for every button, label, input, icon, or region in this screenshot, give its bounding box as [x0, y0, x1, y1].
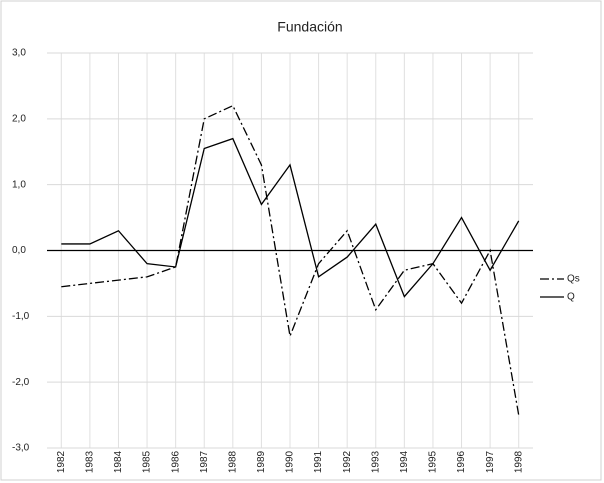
x-tick-label: 1998 [513, 450, 524, 473]
x-tick-label: 1991 [313, 450, 324, 473]
y-tick-label: -3,0 [12, 443, 30, 454]
legend-label: Qs [567, 274, 580, 285]
y-tick-label: 1,0 [12, 179, 26, 190]
series-line [61, 137, 520, 298]
x-tick-label: 1992 [342, 450, 353, 473]
x-tick-label: 1990 [285, 450, 296, 473]
x-tick-label: 1989 [256, 450, 267, 473]
x-tick-label: 1987 [199, 450, 210, 473]
y-tick-label: -2,0 [12, 377, 30, 388]
y-tick-label: -1,0 [12, 311, 30, 322]
x-tick-label: 1994 [399, 450, 410, 473]
y-tick-label: 2,0 [12, 113, 26, 124]
x-tick-label: 1984 [113, 450, 124, 473]
legend-label: Q [567, 292, 575, 303]
x-tick-label: 1993 [370, 450, 381, 473]
x-tick-label: 1985 [142, 450, 153, 473]
y-tick-label: 3,0 [12, 48, 26, 59]
x-tick-label: 1997 [485, 450, 496, 473]
x-tick-label: 1995 [428, 450, 439, 473]
y-tick-label: 0,0 [12, 245, 26, 256]
x-tick-label: 1996 [456, 450, 467, 473]
x-tick-label: 1983 [85, 450, 96, 473]
x-tick-label: 1988 [227, 450, 238, 473]
series-line [61, 104, 520, 416]
x-tick-label: 1986 [170, 450, 181, 473]
chart-title: Fundación [277, 19, 342, 35]
x-tick-label: 1982 [56, 450, 67, 473]
